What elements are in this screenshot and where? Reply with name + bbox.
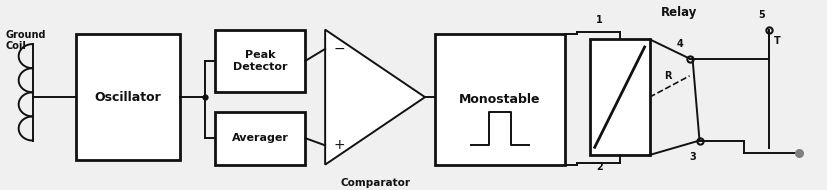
Text: R: R [664, 71, 672, 81]
Bar [590, 39, 649, 155]
Text: Relay: Relay [662, 6, 698, 19]
Bar [75, 34, 180, 160]
Polygon shape [325, 30, 425, 165]
Text: 2: 2 [596, 162, 603, 172]
Bar [215, 30, 305, 92]
Text: Monostable: Monostable [459, 93, 541, 106]
Text: 3: 3 [689, 152, 696, 162]
Text: 4: 4 [676, 39, 683, 49]
Text: 5: 5 [758, 10, 765, 20]
Text: Peak
Detector: Peak Detector [233, 50, 288, 72]
Bar [215, 112, 305, 165]
Text: T: T [774, 36, 781, 46]
Text: 1: 1 [596, 15, 603, 25]
Bar [435, 34, 565, 165]
Text: +: + [333, 138, 345, 152]
Text: Averager: Averager [232, 133, 289, 143]
Text: −: − [333, 42, 345, 56]
Text: Comparator: Comparator [340, 178, 410, 188]
Text: Ground
Coil: Ground Coil [6, 30, 46, 51]
Text: Oscillator: Oscillator [94, 91, 161, 104]
